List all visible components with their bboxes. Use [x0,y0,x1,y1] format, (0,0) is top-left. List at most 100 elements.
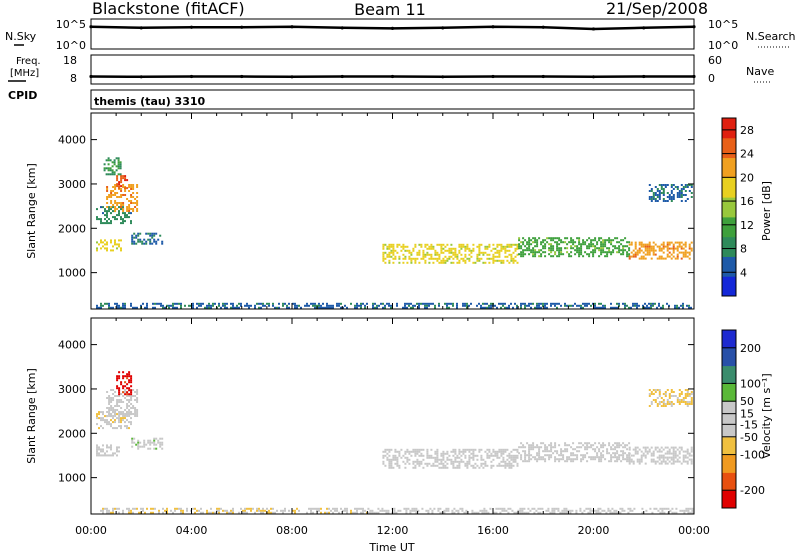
power-cell [376,306,378,309]
power-cell [592,249,595,252]
power-cell [662,200,665,202]
power-cell [666,255,669,258]
velocity-cell [690,403,693,405]
power-cell [652,302,654,305]
power-cell [506,306,508,309]
power-cell [396,251,399,254]
power-cell [136,186,139,188]
power-cell [536,306,538,309]
power-cell [488,304,490,307]
velocity-cell [412,466,415,469]
power-cell [612,251,615,254]
power-cell [506,255,509,258]
velocity-cell [538,454,541,457]
velocity-cell [586,460,589,463]
power-cell [418,304,420,307]
velocity-cell [356,511,358,514]
velocity-cell [182,511,184,514]
velocity-cell [597,509,600,512]
power-cell [504,302,506,305]
power-cell [118,210,120,213]
power-cell [676,257,679,260]
power-cell [96,249,98,252]
power-cell [530,239,533,242]
velocity-cell [326,507,328,510]
power-cell [552,237,555,240]
power-cell [312,302,314,305]
velocity-cell [338,511,340,514]
power-cell [196,306,198,309]
power-cell [474,261,477,264]
velocity-cell [110,446,112,449]
power-cell [530,251,533,254]
velocity-cell [504,462,507,465]
power-cell [680,196,683,198]
velocity-cell [102,511,104,514]
power-cell [382,306,384,309]
velocity-cell [128,409,131,411]
velocity-cell [690,401,693,403]
power-cell [570,239,573,242]
velocity-cell [445,507,448,510]
velocity-cell [112,407,115,409]
velocity-cell [667,507,670,510]
velocity-cell [326,511,328,514]
velocity-cell [106,454,108,457]
power-cell [113,173,116,176]
velocity-cell [413,507,416,510]
velocity-cell [630,458,633,461]
power-cell [149,238,152,241]
velocity-cell [644,446,647,449]
power-cell [108,304,110,307]
power-cell [392,245,395,248]
velocity-cell [521,511,524,514]
velocity-cell [444,466,447,469]
power-cell [124,220,126,223]
velocity-cell [128,511,130,514]
power-cell [650,247,653,250]
velocity-cell [126,393,129,396]
power-cell [462,243,465,246]
velocity-cell [588,456,591,459]
velocity-cell [536,452,539,455]
power-cell [452,257,455,260]
velocity-cell [388,450,391,453]
velocity-cell [318,507,320,510]
power-cell [624,302,626,305]
power-cell [578,247,581,250]
power-cell [130,196,133,198]
velocity-cell [102,454,104,457]
velocity-cell [544,448,547,451]
power-cell [402,245,405,248]
power-cell [550,239,553,242]
power-cell [206,306,208,309]
power-cell [556,241,559,244]
velocity-cell [474,466,477,469]
power-cell [608,251,611,254]
power-cell [684,241,687,244]
velocity-cell [392,466,395,469]
power-cell [618,249,621,252]
velocity-cell [683,511,686,514]
power-cell [154,302,156,305]
power-cell [100,239,102,242]
power-cell [139,232,142,235]
velocity-cell [538,448,541,451]
power-cell [684,190,687,192]
power-cell [340,302,342,305]
velocity-cell [648,393,651,395]
power-cell [624,249,627,252]
power-cell [690,192,693,194]
power-cell [198,304,200,307]
power-cell [622,245,625,248]
power-cell [542,302,544,305]
velocity-cell [112,452,114,455]
velocity-cell [472,448,475,451]
velocity-cell [425,509,428,512]
velocity-cell [600,452,603,455]
power-cell [570,255,573,258]
noise-series [89,25,696,31]
power-cell [504,249,507,252]
power-cell [440,249,443,252]
power-cell [482,302,484,305]
